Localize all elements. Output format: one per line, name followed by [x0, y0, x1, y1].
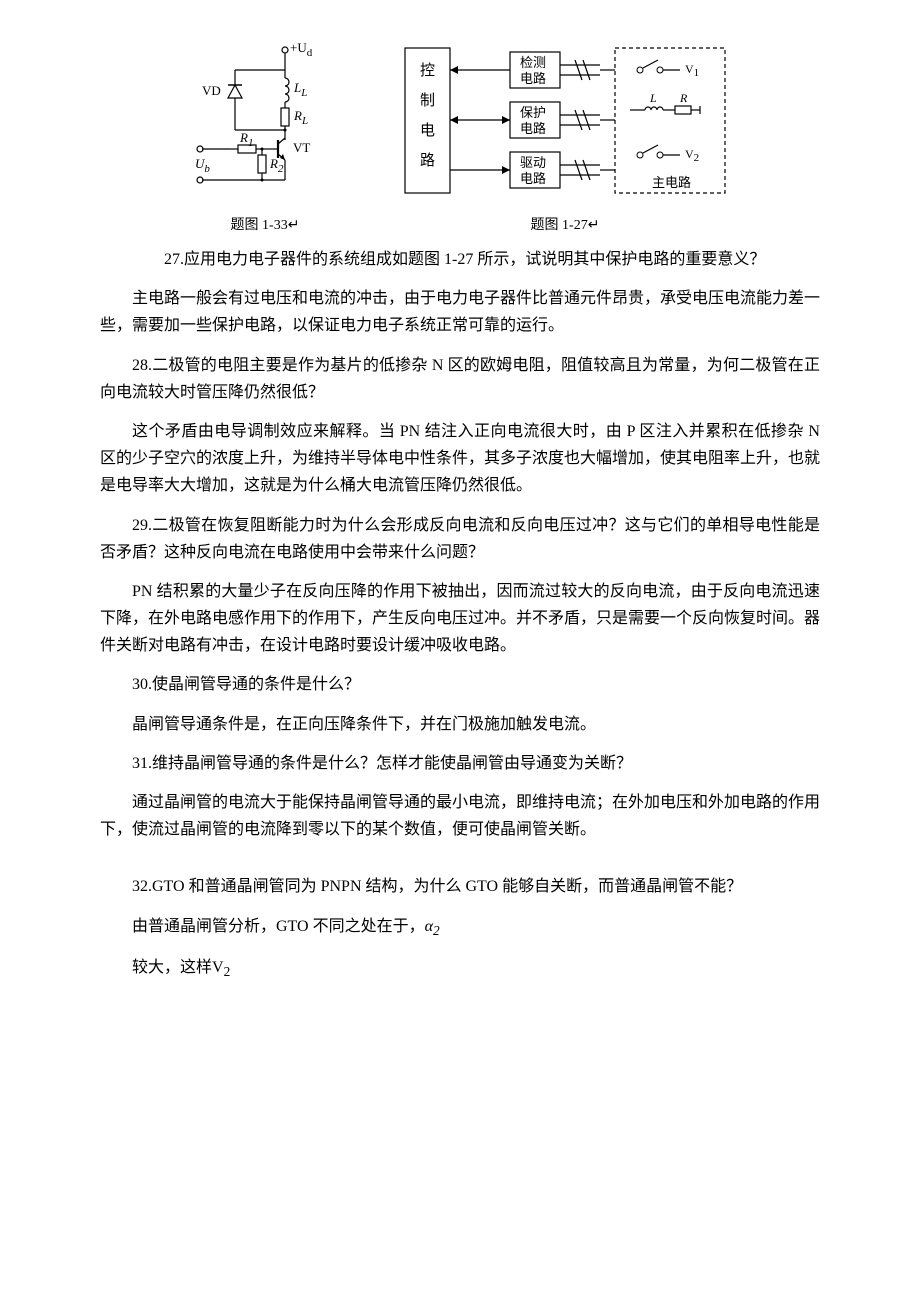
label-rl: RL: [293, 108, 308, 127]
q31-answer: 通过晶闸管的电流大于能保持晶闸管导通的最小电流，即维持电流；在外加电压和外加电路…: [100, 789, 820, 843]
label-ub: Ub: [195, 156, 210, 175]
figure-1-33: +Ud VD LL RL: [190, 40, 340, 234]
q30-question: 30.使晶闸管导通的条件是什么？: [100, 671, 820, 698]
figures-row: +Ud VD LL RL: [100, 40, 820, 234]
q32-answer-2: 较大，这样V2: [100, 954, 820, 984]
caption-1-27: 题图 1-27↵: [531, 214, 600, 234]
label-drive-1: 驱动: [520, 155, 546, 170]
label-control-1: 控: [420, 62, 435, 79]
label-ud: +Ud: [290, 40, 313, 59]
label-main: 主电路: [652, 175, 691, 190]
q27-answer: 主电路一般会有过电压和电流的冲击，由于电力电子器件比普通元件昂贵，承受电压电流能…: [100, 285, 820, 339]
label-protect-2: 电路: [520, 121, 546, 136]
label-detect-2: 电路: [520, 71, 546, 86]
label-detect-1: 检测: [520, 55, 546, 70]
q29-answer: PN 结积累的大量少子在反向压降的作用下被抽出，因而流过较大的反向电流，由于反向…: [100, 578, 820, 660]
label-r2: R2: [269, 156, 284, 175]
q29-question: 29.二极管在恢复阻断能力时为什么会形成反向电流和反向电压过冲？这与它们的单相导…: [100, 512, 820, 566]
label-r1: R1: [239, 130, 253, 149]
label-l: L: [649, 91, 657, 105]
label-vd: VD: [202, 83, 221, 98]
label-v1: V1: [685, 62, 699, 79]
block-1-27-svg: 控 制 电 路 检测 电路 保护 电路 驱动 电路 主电路: [400, 40, 730, 210]
q32-question: 32.GTO 和普通晶闸管同为 PNPN 结构，为什么 GTO 能够自关断，而普…: [100, 873, 820, 900]
label-drive-2: 电路: [520, 171, 546, 186]
q28-answer: 这个矛盾由电导调制效应来解释。当 PN 结注入正向电流很大时，由 P 区注入并累…: [100, 418, 820, 500]
label-v2: V2: [685, 147, 699, 164]
circuit-1-33-svg: +Ud VD LL RL: [190, 40, 340, 210]
q27-question: 27.应用电力电子器件的系统组成如题图 1-27 所示，试说明其中保护电路的重要…: [100, 246, 820, 273]
label-vt: VT: [293, 140, 310, 155]
q30-answer: 晶闸管导通条件是，在正向压降条件下，并在门极施加触发电流。: [100, 711, 820, 738]
label-ll: LL: [293, 80, 307, 99]
label-r: R: [679, 91, 688, 105]
figure-1-27: 控 制 电 路 检测 电路 保护 电路 驱动 电路 主电路: [400, 40, 730, 234]
label-control-4: 路: [420, 152, 435, 169]
q32-answer-1: 由普通晶闸管分析，GTO 不同之处在于，α2: [100, 913, 820, 943]
q31-question: 31.维持晶闸管导通的条件是什么？怎样才能使晶闸管由导通变为关断？: [100, 750, 820, 777]
label-protect-1: 保护: [520, 105, 546, 120]
q28-question: 28.二极管的电阻主要是作为基片的低掺杂 N 区的欧姆电阻，阻值较高且为常量，为…: [100, 352, 820, 406]
label-control-3: 电: [420, 122, 435, 139]
caption-1-33: 题图 1-33↵: [231, 214, 300, 234]
label-control-2: 制: [420, 92, 435, 109]
